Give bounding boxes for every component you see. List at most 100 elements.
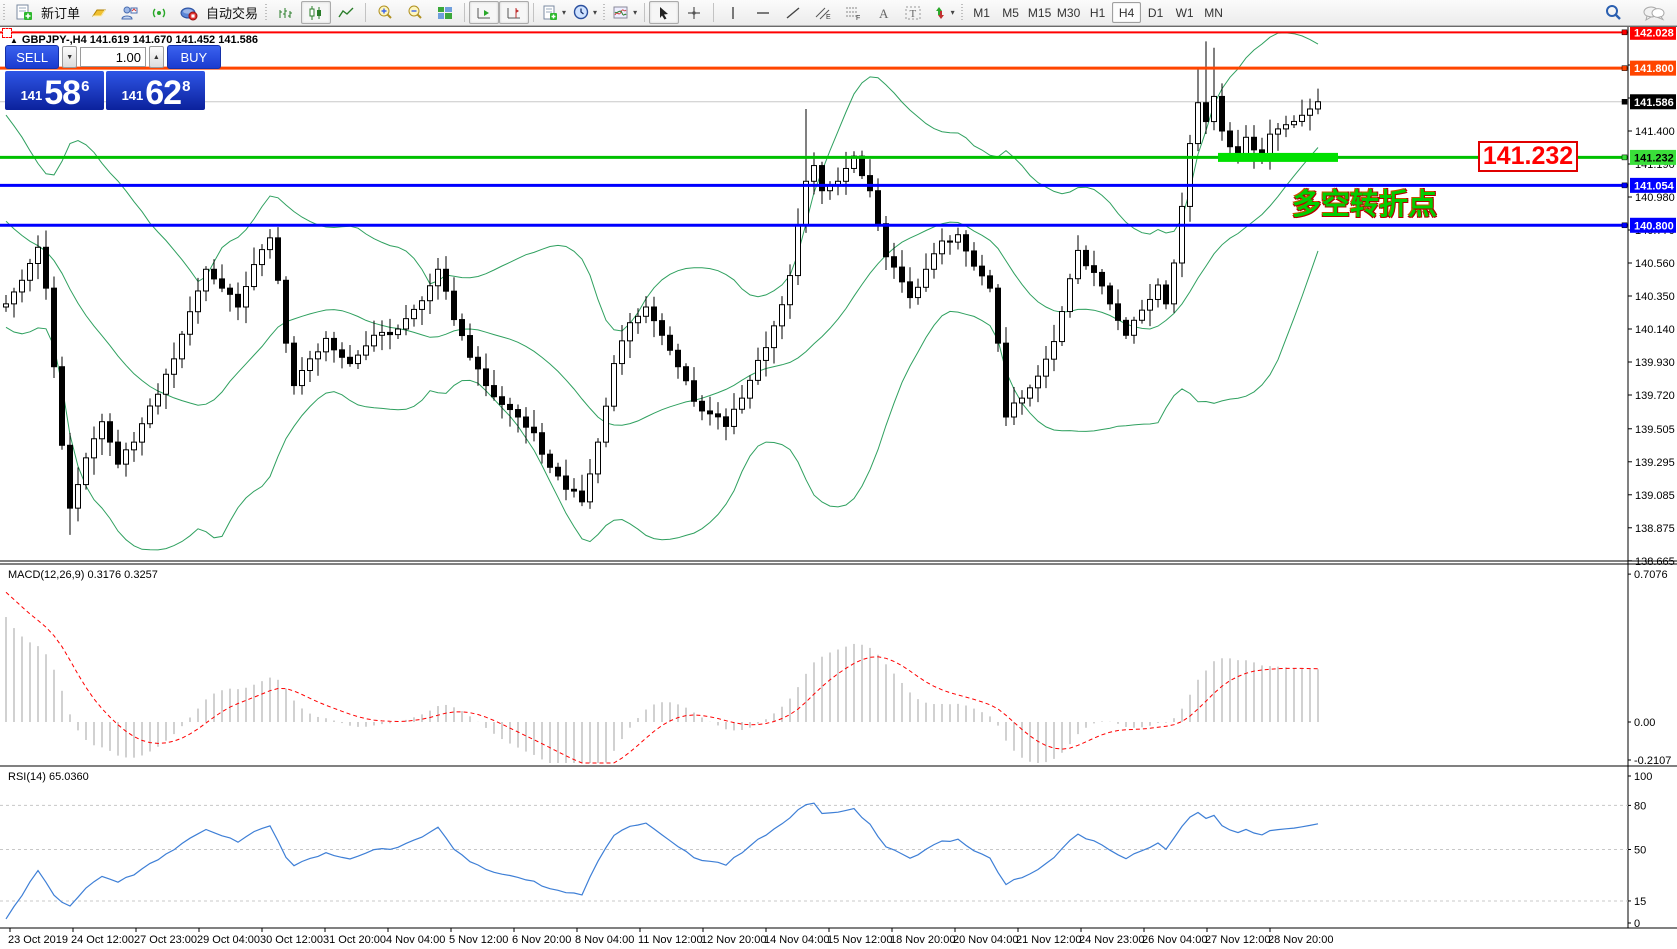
cursor-button[interactable]	[649, 1, 680, 24]
sell-button[interactable]: SELL	[5, 45, 60, 69]
indicators-button[interactable]: ▾	[609, 1, 640, 24]
hline-button[interactable]	[748, 1, 778, 24]
timeframe-d1-button[interactable]: D1	[1147, 5, 1164, 20]
autotrade-label[interactable]: 自动交易	[206, 6, 259, 21]
timeframe-h1-button[interactable]: H1	[1089, 5, 1106, 20]
search-icon	[1606, 4, 1621, 20]
highlight-zone[interactable]	[1218, 152, 1338, 162]
price-badge-text: 140.800	[1634, 220, 1674, 232]
svg-text:F: F	[856, 15, 860, 21]
date-label: 6 Nov 20:00	[512, 934, 571, 946]
collapse-triangle-icon[interactable]: ▲	[10, 36, 18, 45]
zoom-out-button[interactable]	[400, 1, 430, 24]
timeframe-m30-button[interactable]: M30	[1056, 5, 1081, 20]
date-label: 8 Nov 04:00	[575, 934, 634, 946]
tiles-button[interactable]	[430, 1, 460, 24]
price-chart[interactable]: 141.820141.610141.400141.190140.980140.7…	[0, 27, 1677, 949]
timeframe-mn-button[interactable]: MN	[1204, 5, 1223, 20]
ask-pip-digit: 8	[182, 78, 191, 95]
fibo-button[interactable]: F	[838, 1, 868, 24]
svg-text:T: T	[910, 8, 917, 20]
buy-button[interactable]: BUY	[166, 45, 221, 69]
chat-button[interactable]	[1639, 1, 1669, 24]
bid-pip-digit: 6	[81, 78, 90, 95]
svg-text:E: E	[826, 14, 831, 21]
volume-up-button[interactable]: ▲	[149, 46, 164, 68]
template-button[interactable]: ▾	[538, 1, 569, 24]
text-button[interactable]: A	[868, 1, 898, 24]
turning-point-note[interactable]: 多空转折点	[1292, 189, 1438, 221]
chart-shift-button[interactable]	[499, 1, 530, 24]
toolbar-separator	[365, 3, 367, 22]
toolbar-grip[interactable]	[960, 3, 966, 22]
price-tick: 140.140	[1635, 324, 1675, 336]
price-callout-box[interactable]: 141.232	[1478, 141, 1578, 172]
toolbar-grip[interactable]	[264, 3, 270, 22]
chart-window[interactable]: 141.820141.610141.400141.190140.980140.7…	[0, 26, 1677, 949]
date-label: 29 Oct 04:00	[197, 934, 260, 946]
toolbar-grip[interactable]	[602, 3, 608, 22]
volume-input[interactable]	[80, 47, 146, 67]
channel-button[interactable]: E	[808, 1, 838, 24]
bars-button[interactable]	[271, 1, 301, 24]
autotrade-button[interactable]	[174, 1, 204, 24]
price-badge-text: 142.028	[1634, 27, 1674, 39]
vline-button[interactable]	[718, 1, 748, 24]
line-selection-handle[interactable]	[2, 28, 12, 38]
price-badge-text: 141.054	[1634, 180, 1675, 192]
template-dropdown-caret[interactable]: ▾	[562, 8, 567, 17]
arrows-button[interactable]: ▾	[928, 1, 958, 24]
channel-icon: E	[815, 7, 831, 21]
price-tick: 139.720	[1635, 390, 1675, 402]
date-label: 20 Nov 04:00	[953, 934, 1018, 946]
symbol-ohlc-text: GBPJPY-,H4 141.619 141.670 141.452 141.5…	[21, 34, 258, 46]
label-button[interactable]: T	[898, 1, 928, 24]
date-label: 24 Oct 12:00	[71, 934, 134, 946]
ask-main-digits: 62	[145, 74, 182, 112]
candles-button[interactable]	[301, 1, 332, 24]
date-label: 5 Nov 12:00	[449, 934, 508, 946]
bid-prefix: 141	[20, 88, 43, 103]
new-order-button[interactable]	[9, 1, 39, 24]
trendline-icon	[786, 6, 800, 19]
clock-dropdown-caret[interactable]: ▾	[593, 8, 598, 17]
date-label: 12 Nov 20:00	[701, 934, 766, 946]
ask-prefix: 141	[121, 88, 144, 103]
zoom-in-button[interactable]	[370, 1, 400, 24]
timeframe-h4-button[interactable]: H4	[1112, 2, 1142, 23]
trendline-button[interactable]	[778, 1, 808, 24]
tester-button[interactable]	[114, 1, 144, 24]
date-label: 26 Nov 04:00	[1142, 934, 1207, 946]
ask-price-tile[interactable]: 141 62 8	[106, 71, 205, 110]
autoscroll-button[interactable]	[469, 1, 500, 24]
date-label: 14 Nov 04:00	[764, 934, 829, 946]
date-label: 30 Oct 12:00	[260, 934, 323, 946]
linechart-button[interactable]	[331, 1, 361, 24]
price-tick: 139.930	[1635, 357, 1675, 369]
volume-down-button[interactable]: ▼	[62, 46, 77, 68]
toolbar-right	[1599, 1, 1669, 24]
date-label: 23 Oct 2019	[8, 934, 68, 946]
timeframe-m15-button[interactable]: M15	[1027, 5, 1052, 20]
date-label: 21 Nov 12:00	[1016, 934, 1081, 946]
new-order-label[interactable]: 新订单	[41, 6, 81, 21]
arrows-dropdown-caret[interactable]: ▾	[950, 8, 955, 17]
toolbar-separator	[644, 3, 646, 22]
timeframe-m5-button[interactable]: M5	[1002, 5, 1019, 20]
clock-button[interactable]: ▾	[569, 1, 600, 24]
bars-icon	[279, 7, 293, 18]
date-label: 27 Oct 23:00	[134, 934, 197, 946]
crosshair-button[interactable]	[679, 1, 709, 24]
gold-button[interactable]	[84, 1, 114, 24]
timeframe-w1-button[interactable]: W1	[1175, 5, 1194, 20]
tiles-icon	[438, 6, 453, 19]
timeframe-m1-button[interactable]: M1	[973, 5, 990, 20]
fibo-icon: F	[846, 7, 860, 21]
indicators-dropdown-caret[interactable]: ▾	[633, 8, 638, 17]
price-badge	[1630, 27, 1676, 40]
bid-price-tile[interactable]: 141 58 6	[5, 71, 104, 110]
chart-shift-icon	[507, 7, 521, 18]
search-button[interactable]	[1599, 1, 1629, 24]
signal-button[interactable]	[144, 1, 174, 24]
toolbar-grip[interactable]	[2, 3, 7, 22]
